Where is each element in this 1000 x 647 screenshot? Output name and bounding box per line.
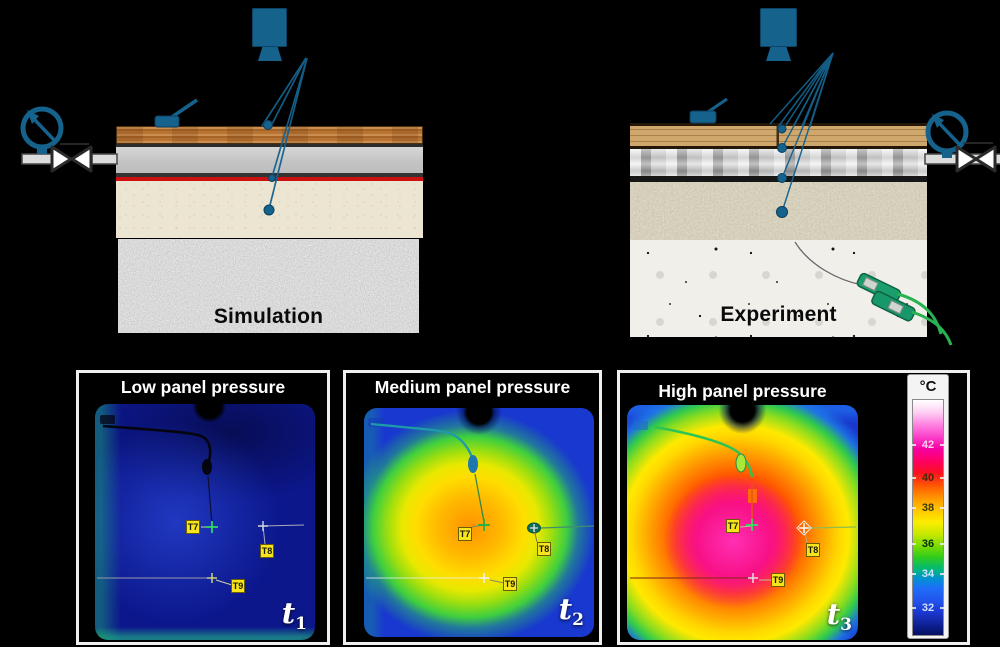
crosshair-icon [746,519,758,531]
thermocouple-wire [897,292,943,335]
thermal-image-high: T7 T8 T9 t3 [627,405,858,640]
thermal-image-medium: T7 T8 T9 t2 [364,408,594,637]
colorbar-gradient [912,399,944,636]
camera-lens-icon [766,47,791,61]
layer-insulation-granite [118,239,419,333]
sensor-wire [794,241,863,286]
simulation-label: Simulation [213,305,324,328]
simulation-panel: Simulation [0,0,500,365]
pressure-gauge-icon [20,106,64,154]
crosshair-icon [748,573,758,583]
layer-wood-flooring [116,126,423,144]
crosshair-icon [258,521,268,531]
thermocouple-connector-icon [871,290,916,322]
photo-layer-aluminium-foil [630,149,927,176]
colorbar-tick: 40 [912,472,944,484]
thermal-panel-low: Low panel pressure [76,370,330,645]
thermal-title: Low panel pressure [120,377,286,397]
crosshair-icon [479,573,489,583]
thermal-camera-icon [760,8,797,47]
thermocouple-wire [911,310,953,346]
marker-label: T9 [503,577,517,591]
camera-ray [769,52,834,213]
camera-ray [261,57,308,210]
measurement-point-dot [776,124,788,218]
marker-label: T8 [806,543,820,557]
time-label: t1 [281,596,307,634]
layer-heating-panel [116,147,423,173]
crosshair-icon [799,523,809,533]
layer-divider [116,144,423,147]
colorbar-tick: 42 [912,439,944,451]
colorbar-tick: 34 [912,568,944,580]
valve-icon [50,143,93,173]
colorbar-tick: 36 [912,538,944,550]
colorbar-tick: 32 [912,602,944,614]
marker-label: T7 [458,527,472,541]
granite-texture [118,239,419,333]
measurement-point-dot [263,120,276,216]
top-diagram-overlay [20,52,1000,346]
temperature-colorbar: °C 42 40 38 36 34 32 [907,374,949,639]
thermal-camera-icon [252,8,287,47]
camera-lens-icon [258,47,282,61]
marker-label: T8 [537,542,551,556]
crosshair-icon [478,519,490,531]
thermal-panel-medium: Medium panel pressure [343,370,602,645]
marker-label: T9 [231,579,245,593]
crosshair-icon [207,573,217,583]
thermal-title: High panel pressure [658,381,827,401]
marker-label: T8 [260,544,274,558]
time-label: t2 [558,592,584,630]
valve-icon [955,142,997,173]
thermal-title: Medium panel pressure [374,377,571,397]
marker-label: T7 [186,520,200,534]
marker-label: T9 [771,573,785,587]
crosshair-icon [530,524,538,532]
crosshair-icon [206,521,218,533]
thermal-annotations [97,415,305,586]
surface-sensor-icon [154,98,198,128]
surface-sensor-icon [689,97,728,124]
experiment-label: Experiment [720,303,837,326]
colorbar-tick: 38 [912,502,944,514]
time-label: t3 [826,597,852,635]
marker-label: T7 [726,519,740,533]
colorbar-unit: °C [919,378,937,395]
thermal-panel-high: High panel pressure [617,370,970,645]
thermal-annotations [366,418,594,584]
pressure-gauge-icon [925,110,969,158]
thermal-image-low: T7 T8 T9 t1 [95,404,315,640]
thermal-annotations [630,421,857,583]
